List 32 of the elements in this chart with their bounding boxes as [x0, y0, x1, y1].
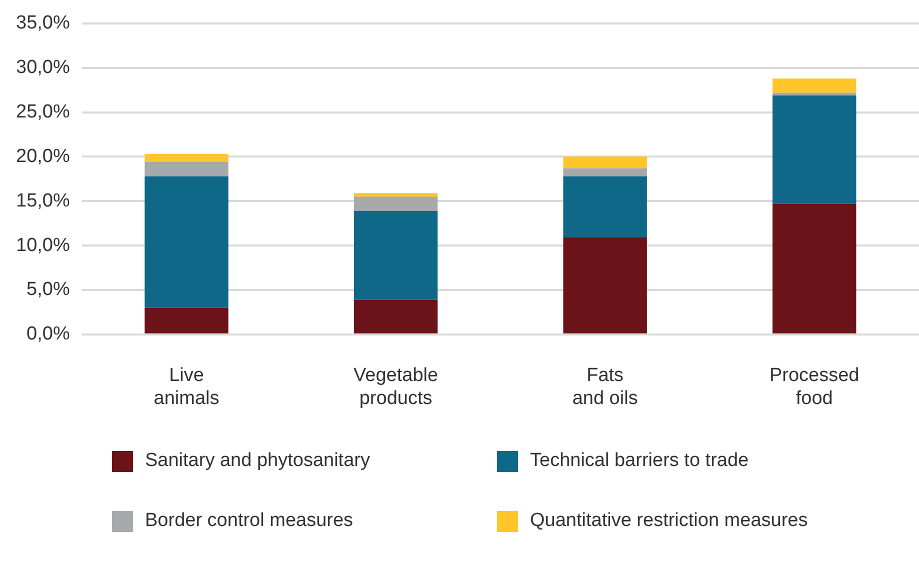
y-tick-label: 25,0%: [16, 101, 70, 122]
bar: [354, 300, 438, 334]
bar: [772, 204, 856, 334]
x-tick-label: Live animals: [154, 365, 220, 409]
bar: [772, 95, 856, 204]
bar: [354, 193, 438, 197]
legend-label: Technical barriers to trade: [530, 450, 749, 472]
bar: [144, 154, 228, 162]
y-tick-label: 5,0%: [26, 279, 70, 300]
x-tick-label: Processed food: [769, 365, 860, 409]
y-tick-label: 20,0%: [16, 146, 70, 167]
y-tick-label: 35,0%: [16, 12, 70, 34]
y-tick-label: 10,0%: [16, 234, 70, 256]
bar: [772, 92, 856, 96]
legend-label: Sanitary and phytosanitary: [145, 450, 370, 472]
x-tick-label: Vegetable products: [354, 365, 438, 409]
legend-label: Quantitative restriction measures: [530, 510, 808, 532]
legend-label: Border control measures: [145, 510, 354, 532]
bar: [563, 156, 647, 168]
bar: [563, 168, 647, 176]
y-tick-label: 30,0%: [16, 57, 70, 78]
y-tick-label: 0,0%: [26, 324, 70, 345]
bar: [563, 238, 647, 334]
y-tick-label: 15,0%: [16, 190, 70, 212]
bar: [144, 176, 228, 308]
bar: [144, 308, 228, 334]
bar: [563, 176, 647, 238]
bar: [772, 78, 856, 93]
bar: [354, 210, 438, 300]
bar: [354, 196, 438, 211]
bar: [144, 162, 228, 176]
x-tick-label: Fats and oils: [572, 365, 638, 409]
